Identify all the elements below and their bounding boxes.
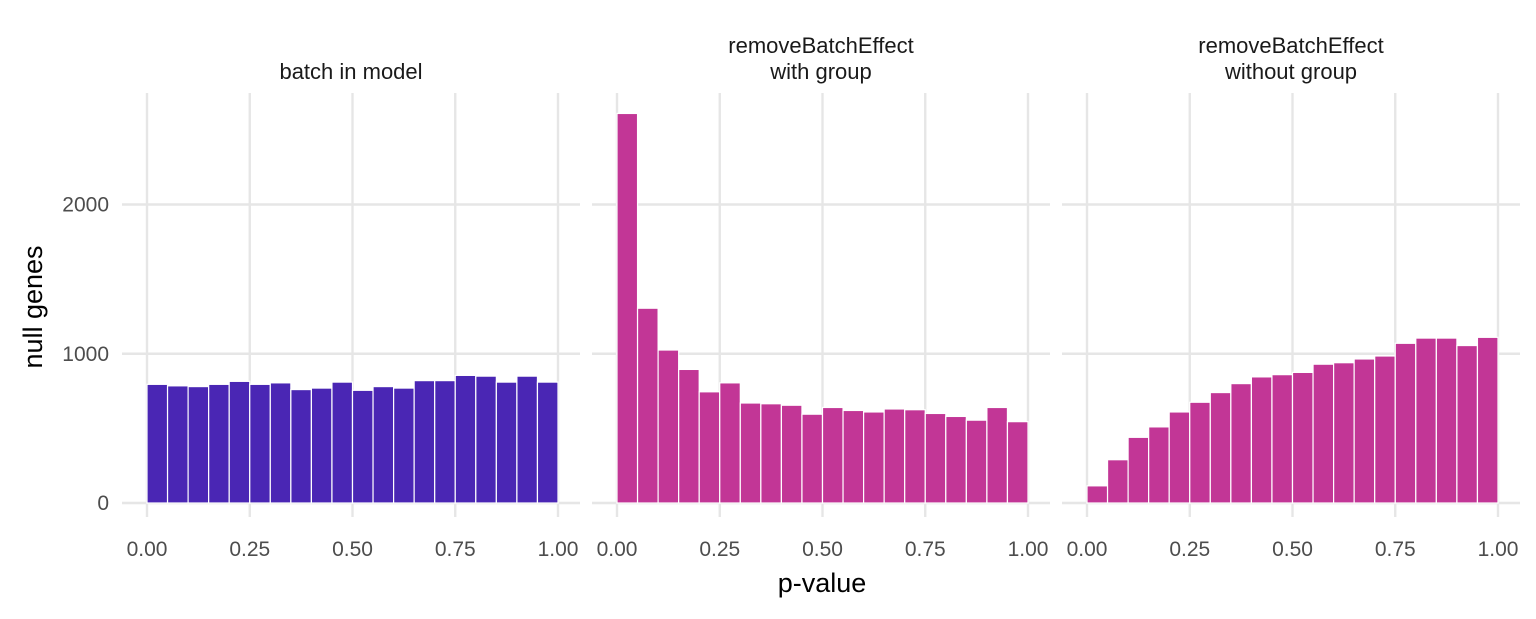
panel-1-x-tick-label-4: 0.75 xyxy=(435,538,476,561)
panel-3-bar-3 xyxy=(1127,436,1150,504)
panel-2-x-tick-label-1: 0.00 xyxy=(597,538,638,561)
panel-3-bar-8 xyxy=(1230,383,1252,504)
panel-3-x-tick-label-1: 0.00 xyxy=(1067,538,1108,561)
panel-3-bar-5 xyxy=(1168,411,1191,504)
panel-1-bar-13 xyxy=(393,387,415,504)
panel-2-bar-4 xyxy=(678,368,700,504)
panel-3-x-tick-label-4: 0.75 xyxy=(1375,538,1416,561)
text-layer: batch in model 0.00 0.25 0.50 0.75 1.00 remove… xyxy=(62,33,1518,561)
panel-1-bar-16 xyxy=(454,374,477,504)
panel-2-bar-12 xyxy=(842,409,865,504)
panel-1-bar-5 xyxy=(228,380,251,504)
panel-2-bar-15 xyxy=(904,409,926,504)
panel-1-bar-6 xyxy=(249,383,271,504)
panel-1-bar-10 xyxy=(331,381,354,504)
panel-2-bar-7 xyxy=(739,402,762,504)
panel-3-bar-11 xyxy=(1291,371,1314,504)
panel-3-bar-2 xyxy=(1106,459,1129,504)
panel-2-bar-13 xyxy=(862,411,885,504)
panel-3-bar-14 xyxy=(1353,358,1376,504)
panel-3-title-line-1: removeBatchEffect xyxy=(1198,33,1383,58)
panel-1-bar-1 xyxy=(146,383,169,504)
panel-1-bar-15 xyxy=(434,380,456,504)
panel-2-title: removeBatchEffect with group xyxy=(728,33,913,84)
y-tick-label-1: 0 xyxy=(97,492,109,515)
panel-1-bar-3 xyxy=(187,385,210,504)
panel-2-bar-19 xyxy=(986,406,1009,504)
panel-3-bar-20 xyxy=(1476,336,1499,504)
panel-1-bar-4 xyxy=(208,383,230,504)
panel-3-bar-19 xyxy=(1456,344,1479,504)
panel-1-title-line-1: batch in model xyxy=(279,59,422,84)
panel-2-bar-10 xyxy=(801,413,824,504)
panel-1-bar-19 xyxy=(516,375,539,504)
bars-layer xyxy=(146,112,1499,504)
panel-1-bar-8 xyxy=(290,388,313,504)
panel-2-bar-14 xyxy=(883,408,906,504)
panel-3-bar-12 xyxy=(1312,363,1335,504)
panel-2-title-line-1: removeBatchEffect xyxy=(728,33,913,58)
panel-2-x-tick-label-5: 1.00 xyxy=(1008,538,1049,561)
panel-3-bar-17 xyxy=(1415,337,1437,504)
panel-2-bar-3 xyxy=(657,349,680,504)
panel-2-bar-9 xyxy=(780,404,803,504)
y-axis-title: null genes xyxy=(18,245,48,368)
panel-2-bar-5 xyxy=(698,391,721,504)
panel-3-bar-6 xyxy=(1189,401,1211,504)
panel-1-x-tick-label-1: 0.00 xyxy=(127,538,168,561)
panel-1-bar-12 xyxy=(372,385,395,504)
y-tick-label-2: 1000 xyxy=(62,343,109,366)
panel-1-bar-14 xyxy=(413,380,436,504)
panel-3-bar-16 xyxy=(1394,342,1417,504)
panel-3-bar-9 xyxy=(1250,376,1273,504)
panel-1-x-tick-label-2: 0.25 xyxy=(229,538,270,561)
panel-1-bar-9 xyxy=(310,387,333,504)
panel-1-title: batch in model xyxy=(279,59,422,84)
panel-3-x-tick-label-3: 0.50 xyxy=(1272,538,1313,561)
panel-1-bar-18 xyxy=(495,381,518,504)
panel-2-bar-20 xyxy=(1006,421,1029,504)
panel-1-x-tick-label-3: 0.50 xyxy=(332,538,373,561)
panel-2-title-line-2: with group xyxy=(769,59,872,84)
panel-1-bar-7 xyxy=(269,382,292,504)
panel-2-bar-2 xyxy=(636,307,659,504)
panel-3-bar-10 xyxy=(1271,374,1294,504)
panel-2-x-tick-label-4: 0.75 xyxy=(905,538,946,561)
panel-1-bar-11 xyxy=(351,389,374,504)
panel-3-title: removeBatchEffect without group xyxy=(1198,33,1383,84)
panel-3-bar-7 xyxy=(1209,391,1232,504)
panel-1-bar-2 xyxy=(166,385,189,504)
panel-2-bar-16 xyxy=(924,412,947,504)
panel-3-bar-1 xyxy=(1086,485,1109,504)
panel-2-bar-18 xyxy=(965,419,988,504)
panel-3-title-line-2: without group xyxy=(1224,59,1357,84)
panel-2-x-tick-label-3: 0.50 xyxy=(802,538,843,561)
y-tick-label-3: 2000 xyxy=(62,194,109,217)
panel-3-bar-15 xyxy=(1374,355,1396,504)
panel-3-x-tick-label-5: 1.00 xyxy=(1478,538,1519,561)
panel-3-x-tick-label-2: 0.25 xyxy=(1169,538,1210,561)
panel-1-bar-20 xyxy=(536,381,559,504)
panel-2-bar-17 xyxy=(945,415,967,504)
panel-3-bar-18 xyxy=(1435,337,1458,504)
panel-3-bar-4 xyxy=(1148,426,1170,504)
x-axis-title: p-value xyxy=(778,568,867,598)
panel-2-x-tick-label-2: 0.25 xyxy=(699,538,740,561)
panel-3-bar-13 xyxy=(1332,362,1355,504)
panel-2-bar-11 xyxy=(821,406,844,504)
panel-1-bar-17 xyxy=(475,375,497,504)
panel-2-bar-8 xyxy=(760,403,782,504)
panel-2-bar-6 xyxy=(719,382,741,504)
panel-2-bar-1 xyxy=(616,112,639,504)
panel-1-x-tick-label-5: 1.00 xyxy=(538,538,579,561)
